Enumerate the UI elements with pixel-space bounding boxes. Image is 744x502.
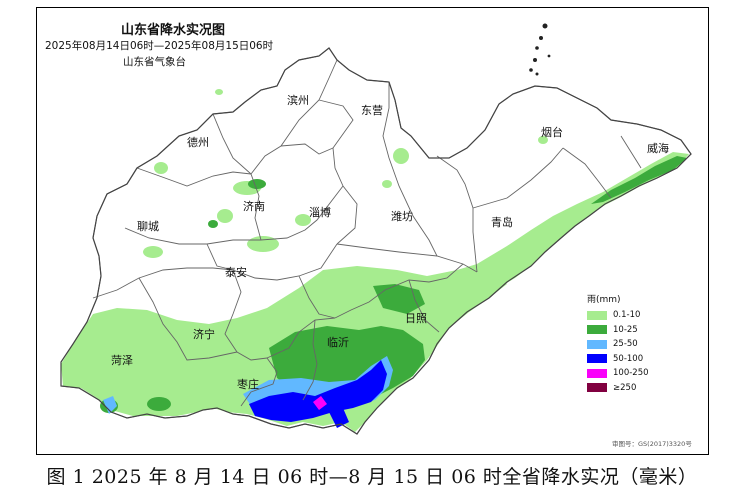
- legend-swatch: [587, 368, 607, 378]
- legend-title: 雨(mm): [587, 295, 621, 305]
- city-label: 东营: [361, 104, 383, 117]
- map-agency: 山东省气象台: [123, 56, 186, 68]
- city-label: 滨州: [287, 94, 309, 107]
- legend-label: 10-25: [613, 324, 638, 335]
- city-label: 烟台: [541, 126, 563, 139]
- legend-item: ≥250: [587, 381, 705, 396]
- city-label: 临沂: [327, 336, 349, 349]
- rain-legend: 雨(mm) 0.1-10 10-25 25-50 50-100 100-250 …: [587, 292, 705, 395]
- legend-label: 25-50: [613, 339, 638, 350]
- city-label: 淄博: [309, 206, 331, 219]
- city-label: 潍坊: [391, 210, 413, 223]
- city-label: 日照: [405, 312, 427, 325]
- city-label: 枣庄: [237, 378, 259, 391]
- city-label: 威海: [647, 142, 669, 155]
- legend-label: 100-250: [613, 368, 649, 379]
- prefecture-borders: [92, 59, 642, 407]
- shandong-map: [60, 23, 692, 435]
- legend-label: 50-100: [613, 353, 644, 364]
- legend-item: 100-250: [587, 366, 705, 381]
- city-label: 济宁: [193, 328, 215, 341]
- city-label: 泰安: [225, 266, 247, 279]
- islands: [529, 23, 551, 76]
- legend-swatch: [587, 325, 607, 335]
- legend-swatch: [587, 383, 607, 393]
- map-title: 山东省降水实况图: [121, 23, 226, 38]
- city-label: 菏泽: [111, 354, 133, 367]
- legend-swatch: [587, 310, 607, 320]
- coastline: [60, 47, 692, 435]
- legend-label: 0.1-10: [613, 310, 641, 321]
- city-label: 聊城: [137, 220, 159, 233]
- legend-swatch: [587, 354, 607, 364]
- map-review-number: 审图号：GS(2017)3320号: [612, 440, 692, 448]
- legend-item: 50-100: [587, 352, 705, 367]
- legend-item: 25-50: [587, 337, 705, 352]
- city-label: 青岛: [491, 216, 513, 229]
- legend-swatch: [587, 339, 607, 349]
- rain-50-100: [249, 360, 387, 428]
- city-label: 德州: [187, 136, 209, 149]
- legend-item: 10-25: [587, 323, 705, 338]
- legend-label: ≥250: [613, 382, 637, 393]
- city-label: 济南: [243, 200, 265, 213]
- figure-caption: 图 1 2025 年 8 月 14 日 06 时—8 月 15 日 06 时全省…: [46, 466, 698, 488]
- map-period: 2025年08月14日06时—2025年08月15日06时: [45, 40, 274, 52]
- precipitation-map-frame: 山东省降水实况图 2025年08月14日06时—2025年08月15日06时 山…: [36, 7, 709, 455]
- legend-item: 0.1-10: [587, 308, 705, 323]
- rain-100-250: [313, 396, 327, 410]
